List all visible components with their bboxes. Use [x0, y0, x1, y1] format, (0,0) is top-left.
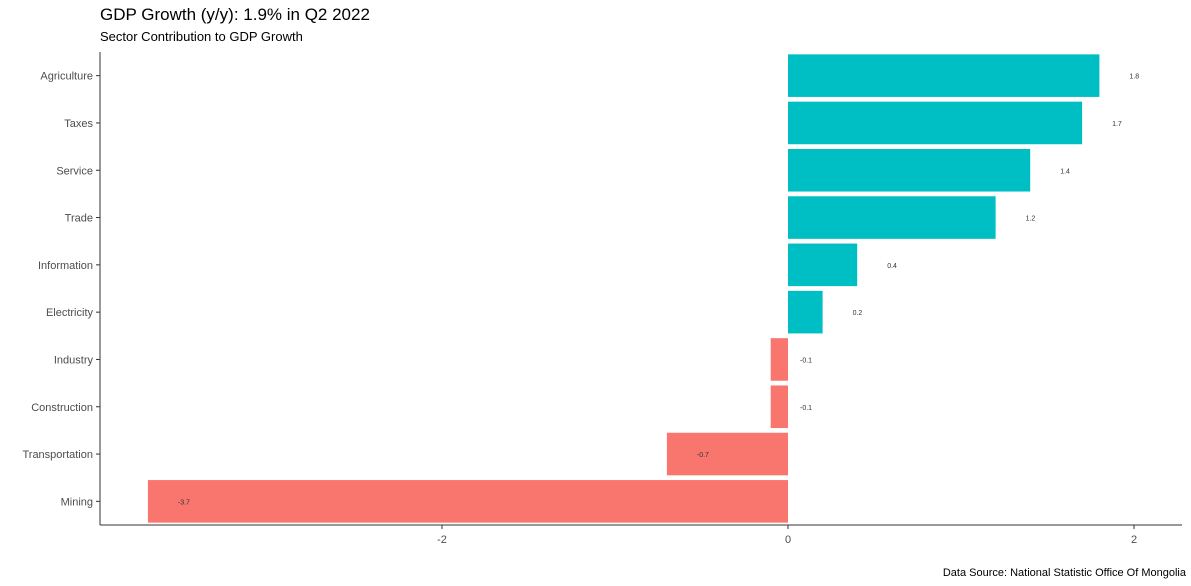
x-tick-label: -2 — [437, 534, 447, 546]
bar-service — [788, 148, 1031, 192]
y-tick-label: Transportation — [22, 449, 93, 461]
data-label: 1.4 — [1060, 168, 1070, 175]
data-label: 1.2 — [1026, 216, 1036, 223]
data-label: 1.7 — [1112, 121, 1122, 128]
axes-layer: Agriculture Taxes Service Trade Information E… — [22, 52, 1182, 546]
chart-subtitle: Sector Contribution to GDP Growth — [100, 29, 303, 44]
data-source-caption: Data Source: National Statistic Office O… — [942, 567, 1186, 579]
x-tick-label: 2 — [1131, 534, 1137, 546]
data-label: -3.7 — [178, 499, 190, 506]
data-label: 1.8 — [1129, 74, 1139, 81]
x-tick-label: 0 — [785, 534, 791, 546]
data-label: -0.1 — [800, 405, 812, 412]
bar-industry — [770, 338, 788, 381]
bar-trade — [788, 196, 996, 239]
bar-agriculture — [788, 54, 1100, 97]
y-tick-label: Agriculture — [40, 71, 93, 83]
data-label: 0.4 — [887, 263, 897, 270]
bar-mining — [147, 480, 788, 523]
bar-electricity — [788, 290, 823, 334]
bars-layer — [147, 54, 1100, 523]
y-tick-label: Construction — [31, 402, 93, 414]
y-tick-label: Service — [56, 165, 93, 177]
y-tick-label: Electricity — [46, 307, 94, 319]
y-tick-label: Information — [38, 260, 93, 272]
data-labels-layer: 1.8 1.7 1.4 1.2 0.4 0.2 -0.1 -0.1 -0.7 -3.7 — [178, 74, 1139, 507]
data-label: -0.7 — [697, 452, 709, 459]
y-tick-label: Trade — [65, 213, 93, 225]
data-label: -0.1 — [800, 357, 812, 364]
y-tick-label: Taxes — [64, 118, 93, 130]
y-tick-label: Mining — [61, 496, 93, 508]
y-tick-label: Industry — [54, 354, 94, 366]
data-label: 0.2 — [853, 310, 863, 317]
bar-taxes — [788, 101, 1083, 145]
bar-transportation — [666, 432, 788, 476]
bar-construction — [770, 385, 788, 429]
chart-title: GDP Growth (y/y): 1.9% in Q2 2022 — [100, 5, 370, 24]
bar-information — [788, 243, 858, 287]
